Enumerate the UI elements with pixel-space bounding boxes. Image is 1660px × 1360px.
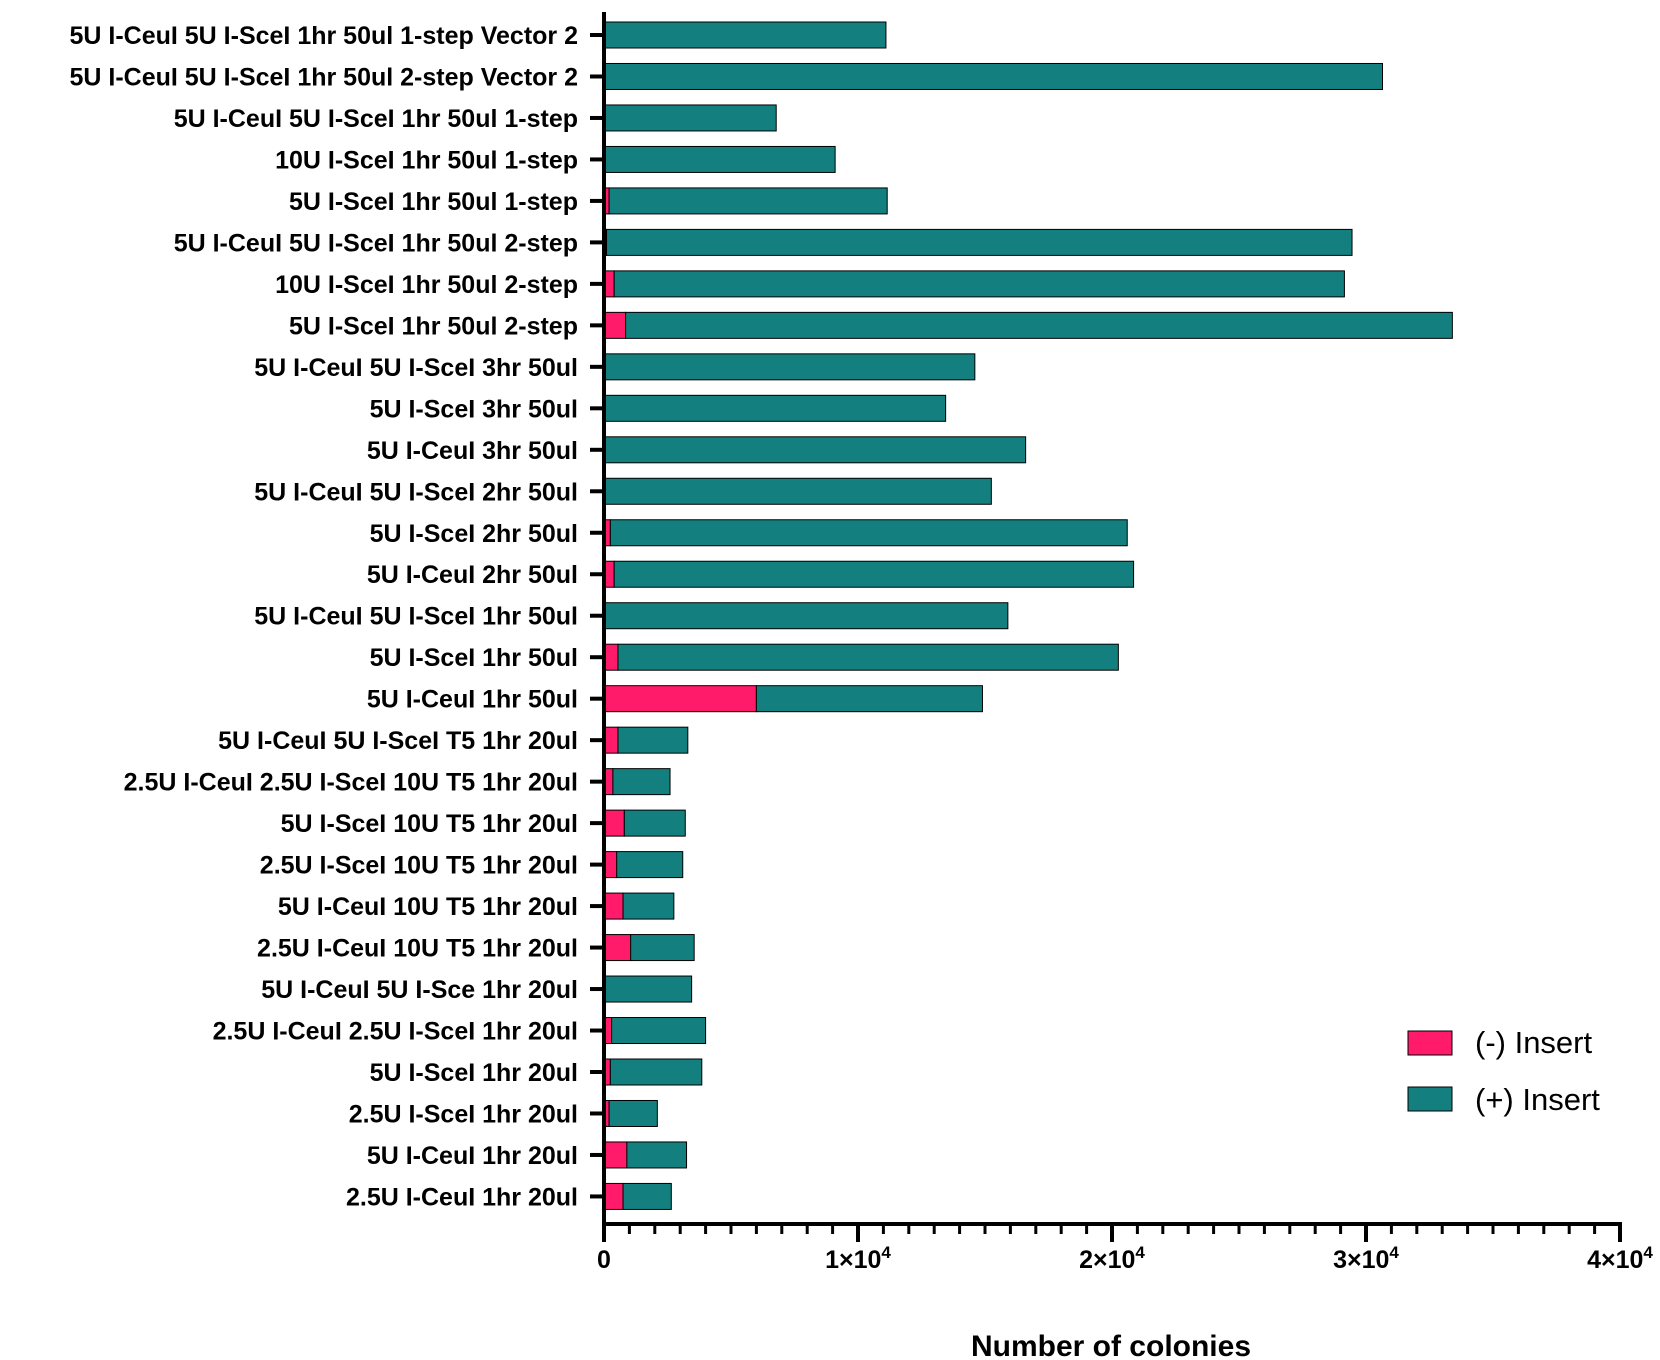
y-tick-label: 5U I-CeuI 10U T5 1hr 20ul: [278, 893, 578, 921]
bar-plus-insert: [622, 892, 675, 920]
y-tick-label: 5U I-CeuI 1hr 50ul: [367, 686, 578, 714]
y-tick-label: 5U I-SceI 1hr 20ul: [370, 1059, 578, 1087]
bar-plus-insert: [604, 975, 693, 1003]
y-tick-label: 5U I-CeuI 5U I-SceI 3hr 50ul: [254, 354, 578, 382]
bar-plus-insert: [609, 519, 1128, 547]
bar-plus-insert: [604, 145, 836, 173]
bar-minus-insert: [603, 726, 619, 754]
y-tick-label: 5U I-SceI 10U T5 1hr 20ul: [281, 810, 578, 838]
bar-plus-insert: [604, 477, 992, 505]
bar-plus-insert: [604, 62, 1384, 90]
y-tick-label: 10U I-SceI 1hr 50ul 1-step: [275, 146, 578, 174]
bar-plus-insert: [616, 851, 684, 879]
bar-plus-insert: [608, 187, 888, 215]
y-tick-label: 10U I-SceI 1hr 50ul 2-step: [275, 271, 578, 299]
legend-swatch-plus-insert: [1407, 1086, 1453, 1112]
bar-minus-insert: [603, 685, 757, 713]
bar-plus-insert: [613, 270, 1345, 298]
y-tick-label: 5U I-CeuI 5U I-SceI 1hr 50ul: [254, 603, 578, 631]
y-tick-label: 2.5U I-CeuI 10U T5 1hr 20ul: [257, 935, 578, 963]
y-tick-label: 5U I-CeuI 5U I-SceI 1hr 50ul 1-step Vect…: [69, 22, 578, 50]
bar-plus-insert: [623, 809, 686, 837]
legend: (-) Insert (+) Insert: [1407, 1025, 1600, 1117]
bar-plus-insert: [606, 228, 1353, 256]
bar-minus-insert: [603, 643, 619, 671]
bar-plus-insert: [611, 1017, 707, 1045]
bar-plus-insert: [617, 643, 1119, 671]
bar-plus-insert: [604, 21, 887, 49]
bar-plus-insert: [626, 1141, 688, 1169]
bar-plus-insert: [604, 394, 947, 422]
bar-minus-insert: [603, 809, 625, 837]
y-tick-label: 5U I-CeuI 5U I-SceI 2hr 50ul: [254, 478, 578, 506]
y-tick-label: 5U I-CeuI 5U I-Sce 1hr 20ul: [261, 976, 578, 1004]
y-tick-label: 2.5U I-SceI 1hr 20ul: [349, 1100, 578, 1128]
bar-plus-insert: [604, 104, 777, 132]
legend-label-plus-insert: (+) Insert: [1475, 1082, 1600, 1117]
y-ticks-layer: 5U I-CeuI 5U I-SceI 1hr 50ul 1-step Vect…: [69, 22, 604, 1211]
bars-layer: [603, 21, 1453, 1210]
legend-label-minus-insert: (-) Insert: [1475, 1025, 1593, 1060]
bar-minus-insert: [603, 1141, 628, 1169]
x-tick-label: 4×104: [1587, 1243, 1653, 1274]
y-tick-label: 5U I-SceI 1hr 50ul: [370, 644, 578, 672]
bar-plus-insert: [608, 1099, 658, 1127]
x-ticks-layer: 0 1×104 2×104 3×104 4×104: [597, 1224, 1653, 1274]
y-tick-label: 5U I-SceI 1hr 50ul 1-step: [289, 188, 578, 216]
y-tick-label: 5U I-SceI 2hr 50ul: [370, 520, 578, 548]
y-tick-label: 5U I-CeuI 5U I-SceI 1hr 50ul 2-step Vect…: [69, 63, 578, 91]
bar-minus-insert: [603, 1182, 624, 1210]
bar-minus-insert: [603, 892, 624, 920]
y-tick-label: 5U I-CeuI 5U I-SceI 1hr 50ul 2-step: [174, 229, 578, 257]
y-tick-label: 5U I-CeuI 3hr 50ul: [367, 437, 578, 465]
x-tick-label: 0: [597, 1246, 611, 1274]
bar-plus-insert: [625, 311, 1453, 339]
legend-swatch-minus-insert: [1407, 1030, 1453, 1056]
bar-plus-insert: [613, 560, 1135, 588]
bar-plus-insert: [630, 934, 695, 962]
x-tick-label: 3×104: [1333, 1243, 1399, 1274]
bar-plus-insert: [604, 602, 1009, 630]
y-tick-label: 5U I-CeuI 2hr 50ul: [367, 561, 578, 589]
y-tick-label: 2.5U I-SceI 10U T5 1hr 20ul: [260, 852, 578, 880]
bar-plus-insert: [612, 768, 671, 796]
y-tick-label: 5U I-SceI 1hr 50ul 2-step: [289, 312, 578, 340]
bar-plus-insert: [617, 726, 689, 754]
y-tick-label: 2.5U I-CeuI 2.5U I-SceI 10U T5 1hr 20ul: [124, 769, 578, 797]
y-tick-label: 2.5U I-CeuI 1hr 20ul: [346, 1183, 578, 1211]
bar-plus-insert: [609, 1058, 703, 1086]
y-tick-label: 5U I-CeuI 1hr 20ul: [367, 1142, 578, 1170]
bar-minus-insert: [603, 934, 632, 962]
bar-minus-insert: [603, 311, 627, 339]
x-tick-label: 1×104: [825, 1243, 891, 1274]
y-tick-label: 2.5U I-CeuI 2.5U I-SceI 1hr 20ul: [213, 1018, 578, 1046]
y-tick-label: 5U I-SceI 3hr 50ul: [370, 395, 578, 423]
bar-plus-insert: [755, 685, 983, 713]
y-tick-label: 5U I-CeuI 5U I-SceI T5 1hr 20ul: [218, 727, 578, 755]
bar-plus-insert: [622, 1182, 672, 1210]
x-tick-label: 2×104: [1079, 1243, 1145, 1274]
x-axis-title: Number of colonies: [971, 1330, 1251, 1360]
bar-plus-insert: [604, 436, 1027, 464]
bar-plus-insert: [604, 353, 976, 381]
y-tick-label: 5U I-CeuI 5U I-SceI 1hr 50ul 1-step: [174, 105, 578, 133]
